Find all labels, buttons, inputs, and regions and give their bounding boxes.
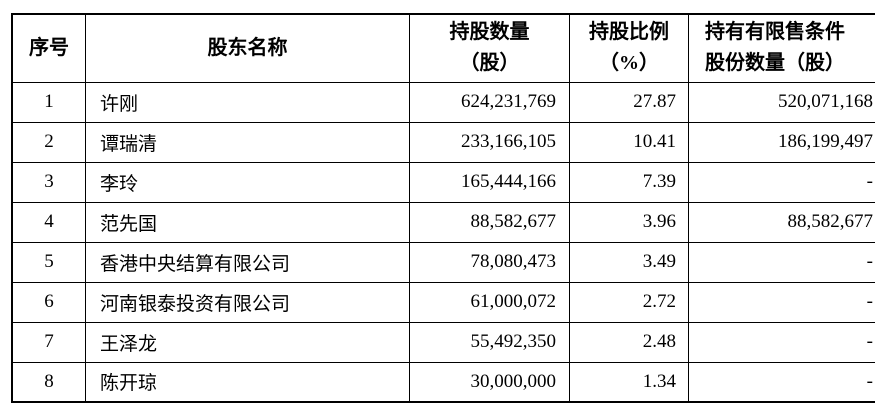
cell-ratio: 3.96 bbox=[569, 201, 689, 243]
table-header: 序号 股东名称 持股数量 （股） 持股比例 （%） 持有有限售条件 股份数量（股… bbox=[11, 13, 875, 83]
table-row: 6 河南银泰投资有限公司 61,000,072 2.72- bbox=[11, 281, 875, 323]
header-name: 股东名称 bbox=[85, 13, 410, 83]
cell-restricted: - bbox=[688, 241, 875, 283]
cell-ratio: 2.48 bbox=[569, 321, 689, 363]
cell-name: 范先国 bbox=[85, 201, 410, 243]
cell-shares: 78,080,473 bbox=[409, 241, 570, 283]
cell-name: 谭瑞清 bbox=[85, 121, 410, 163]
shareholders-table: 序号 股东名称 持股数量 （股） 持股比例 （%） 持有有限售条件 股份数量（股… bbox=[11, 13, 875, 403]
table-row: 7 王泽龙 55,492,350 2.48- bbox=[11, 321, 875, 363]
cell-restricted: 88,582,677 bbox=[688, 201, 875, 243]
table-body: 1 许刚 624,231,769 27.87 520,071,168 2 谭瑞清 233,16… bbox=[11, 81, 875, 403]
cell-shares: 55,492,350 bbox=[409, 321, 570, 363]
cell-index: 4 bbox=[11, 201, 86, 243]
table-row: 3 李玲 165,444,166 7.39- bbox=[11, 161, 875, 203]
cell-index: 8 bbox=[11, 361, 86, 403]
cell-ratio: 10.41 bbox=[569, 121, 689, 163]
cell-index: 7 bbox=[11, 321, 86, 363]
cell-index: 6 bbox=[11, 281, 86, 323]
cell-shares: 624,231,769 bbox=[409, 81, 570, 123]
table-row: 1 许刚 624,231,769 27.87 520,071,168 bbox=[11, 81, 875, 123]
cell-name: 许刚 bbox=[85, 81, 410, 123]
table-row: 2 谭瑞清 233,166,105 10.41 186,199,497 bbox=[11, 121, 875, 163]
table-row: 8 陈开琼 30,000,000 1.34- bbox=[11, 361, 875, 403]
cell-restricted: - bbox=[688, 281, 875, 323]
header-index: 序号 bbox=[11, 13, 86, 83]
cell-restricted: - bbox=[688, 361, 875, 403]
cell-ratio: 7.39 bbox=[569, 161, 689, 203]
cell-restricted: 186,199,497 bbox=[688, 121, 875, 163]
cell-restricted: - bbox=[688, 161, 875, 203]
table-row: 4 范先国 88,582,677 3.96 88,582,677 bbox=[11, 201, 875, 243]
cell-shares: 30,000,000 bbox=[409, 361, 570, 403]
cell-ratio: 1.34 bbox=[569, 361, 689, 403]
cell-ratio: 2.72 bbox=[569, 281, 689, 323]
cell-index: 1 bbox=[11, 81, 86, 123]
cell-restricted: 520,071,168 bbox=[688, 81, 875, 123]
cell-name: 香港中央结算有限公司 bbox=[85, 241, 410, 283]
cell-ratio: 27.87 bbox=[569, 81, 689, 123]
cell-shares: 88,582,677 bbox=[409, 201, 570, 243]
table-row: 5 香港中央结算有限公司 78,080,473 3.49- bbox=[11, 241, 875, 283]
cell-name: 陈开琼 bbox=[85, 361, 410, 403]
cell-ratio: 3.49 bbox=[569, 241, 689, 283]
cell-name: 王泽龙 bbox=[85, 321, 410, 363]
cell-shares: 233,166,105 bbox=[409, 121, 570, 163]
header-ratio: 持股比例 （%） bbox=[569, 13, 689, 83]
header-row: 序号 股东名称 持股数量 （股） 持股比例 （%） 持有有限售条件 股份数量（股… bbox=[11, 13, 875, 83]
cell-restricted: - bbox=[688, 321, 875, 363]
cell-index: 5 bbox=[11, 241, 86, 283]
cell-shares: 165,444,166 bbox=[409, 161, 570, 203]
header-shares: 持股数量 （股） bbox=[409, 13, 570, 83]
cell-shares: 61,000,072 bbox=[409, 281, 570, 323]
cell-index: 2 bbox=[11, 121, 86, 163]
header-restricted: 持有有限售条件 股份数量（股） bbox=[688, 13, 875, 83]
cell-index: 3 bbox=[11, 161, 86, 203]
cell-name: 河南银泰投资有限公司 bbox=[85, 281, 410, 323]
cell-name: 李玲 bbox=[85, 161, 410, 203]
